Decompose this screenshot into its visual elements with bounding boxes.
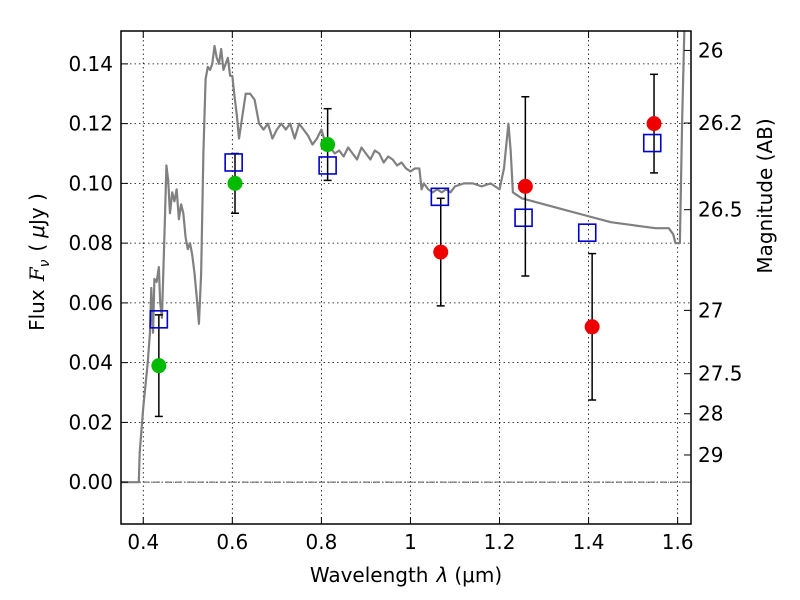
x-axis-title-text: Wavelength [310, 563, 429, 587]
y-tick-label: 0.02 [68, 410, 113, 434]
observed-point-green [151, 358, 167, 374]
y-tick-label: 0.00 [68, 470, 113, 494]
y-tick-label: 0.04 [68, 351, 113, 375]
plot-area [121, 31, 691, 524]
x-axis-title-unit: (μm) [454, 563, 502, 587]
markers [149, 116, 662, 374]
model-photometry-square [514, 208, 533, 228]
y-tick-label: 0.08 [68, 231, 113, 255]
x-tick-label: 0.4 [127, 530, 159, 554]
y2-axis-title: Magnitude (AB) [753, 118, 777, 273]
y-axis-title-mu: μ [25, 225, 49, 239]
y-tick-label: 0.14 [68, 52, 113, 76]
x-tick-label: 0.6 [216, 530, 248, 554]
y2-tick-label: 29 [698, 443, 723, 467]
observed-point-red [517, 178, 533, 194]
y2-ticks: 26 26.2 26.5 27 27.5 28 29 [684, 38, 743, 467]
model-photometry-square [642, 133, 662, 153]
x-tick-label: 0.8 [305, 530, 337, 554]
observed-point-red [433, 244, 449, 260]
model-photometry-square [577, 223, 597, 242]
y2-tick-label: 26.2 [698, 111, 743, 135]
observed-point-green [320, 137, 336, 153]
y-axis-title: Flux Fν ( μJy ) [25, 193, 53, 331]
x-tick-label: 1.2 [484, 530, 516, 554]
y-axis-title-unit: Jy ) [25, 193, 49, 227]
model-photometry-square [318, 156, 337, 175]
y2-tick-label: 26 [698, 38, 723, 62]
y-axis-title-symbol: F [25, 266, 49, 282]
x-ticks: 0.4 0.6 0.8 1 1.2 1.4 1.6 [127, 31, 694, 554]
x-tick-label: 1 [404, 530, 417, 554]
y-axis-title-subscript: ν [37, 259, 53, 267]
model-photometry-square [224, 153, 243, 172]
observed-point-red [584, 319, 600, 335]
y-axis-title-text: Flux [25, 289, 49, 331]
observed-point-red [646, 116, 662, 132]
plot-frame [120, 30, 692, 525]
grid [121, 31, 691, 524]
model-line [121, 30, 686, 484]
y-ticks: 0.00 0.02 0.04 0.06 0.08 0.10 0.12 0.14 [68, 52, 128, 494]
model-spectrum-line [121, 30, 686, 484]
model-photometry-square [149, 310, 169, 329]
error-bars [154, 73, 659, 418]
y2-tick-label: 27.5 [698, 362, 743, 386]
y-axis-title-paren: ( [25, 244, 49, 252]
y-tick-label: 0.10 [68, 171, 113, 195]
x-tick-label: 1.6 [662, 530, 694, 554]
observed-point-green [227, 175, 243, 191]
x-axis-title: Wavelength λ (μm) [310, 563, 502, 587]
y-tick-label: 0.12 [68, 112, 113, 136]
y2-tick-label: 28 [698, 402, 723, 426]
y2-tick-label: 26.5 [698, 198, 743, 222]
model-photometry-square [430, 187, 450, 207]
x-axis-title-symbol: λ [436, 563, 449, 587]
y-tick-label: 0.06 [68, 291, 113, 315]
y2-tick-label: 27 [698, 298, 723, 322]
x-tick-label: 1.4 [573, 530, 605, 554]
